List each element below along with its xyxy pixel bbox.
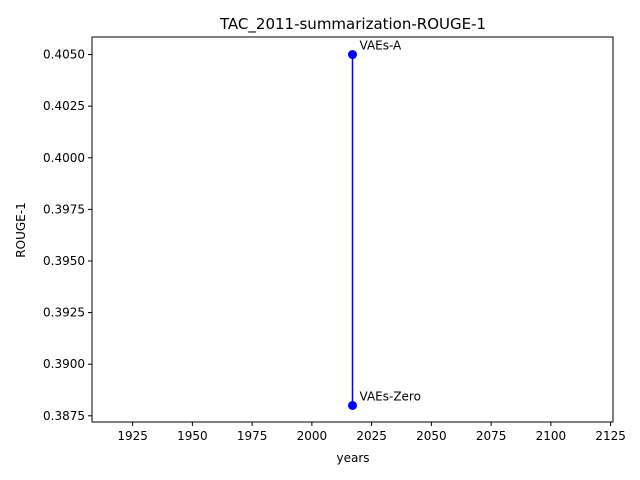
x-tick-label: 2050 — [416, 429, 447, 443]
y-tick-label: 0.3975 — [43, 202, 85, 216]
y-tick-label: 0.3950 — [43, 254, 85, 268]
data-point — [348, 50, 357, 60]
series-layer: VAEs-A VAEs-Zero — [348, 39, 421, 410]
x-axis-label: years — [336, 451, 369, 465]
y-tick-label: 0.4000 — [43, 151, 85, 165]
y-tick-label: 0.4050 — [43, 48, 85, 62]
x-tick-label: 1925 — [117, 429, 148, 443]
y-tick-label: 0.3925 — [43, 306, 85, 320]
x-tick-label: 2025 — [356, 429, 387, 443]
data-point — [348, 400, 357, 410]
x-tick-label: 2100 — [536, 429, 567, 443]
x-tick-label: 1975 — [237, 429, 268, 443]
x-tick-label: 2075 — [476, 429, 507, 443]
y-axis-label: ROUGE-1 — [14, 202, 28, 257]
data-point-label: VAEs-A — [360, 39, 403, 53]
x-axis: 1925 1950 1975 2000 2025 2050 2075 2100 2125 — [117, 422, 626, 443]
y-axis: 0.3875 0.3900 0.3925 0.3950 0.3975 0.4000 0.40… — [43, 48, 92, 423]
data-point-label: VAEs-Zero — [360, 389, 421, 403]
x-tick-label: 2125 — [595, 429, 626, 443]
chart-title: TAC_2011-summarization-ROUGE-1 — [219, 15, 486, 34]
x-tick-label: 1950 — [177, 429, 208, 443]
y-tick-label: 0.4025 — [43, 99, 85, 113]
y-tick-label: 0.3875 — [43, 409, 85, 423]
y-tick-label: 0.3900 — [43, 357, 85, 371]
x-tick-label: 2000 — [297, 429, 328, 443]
